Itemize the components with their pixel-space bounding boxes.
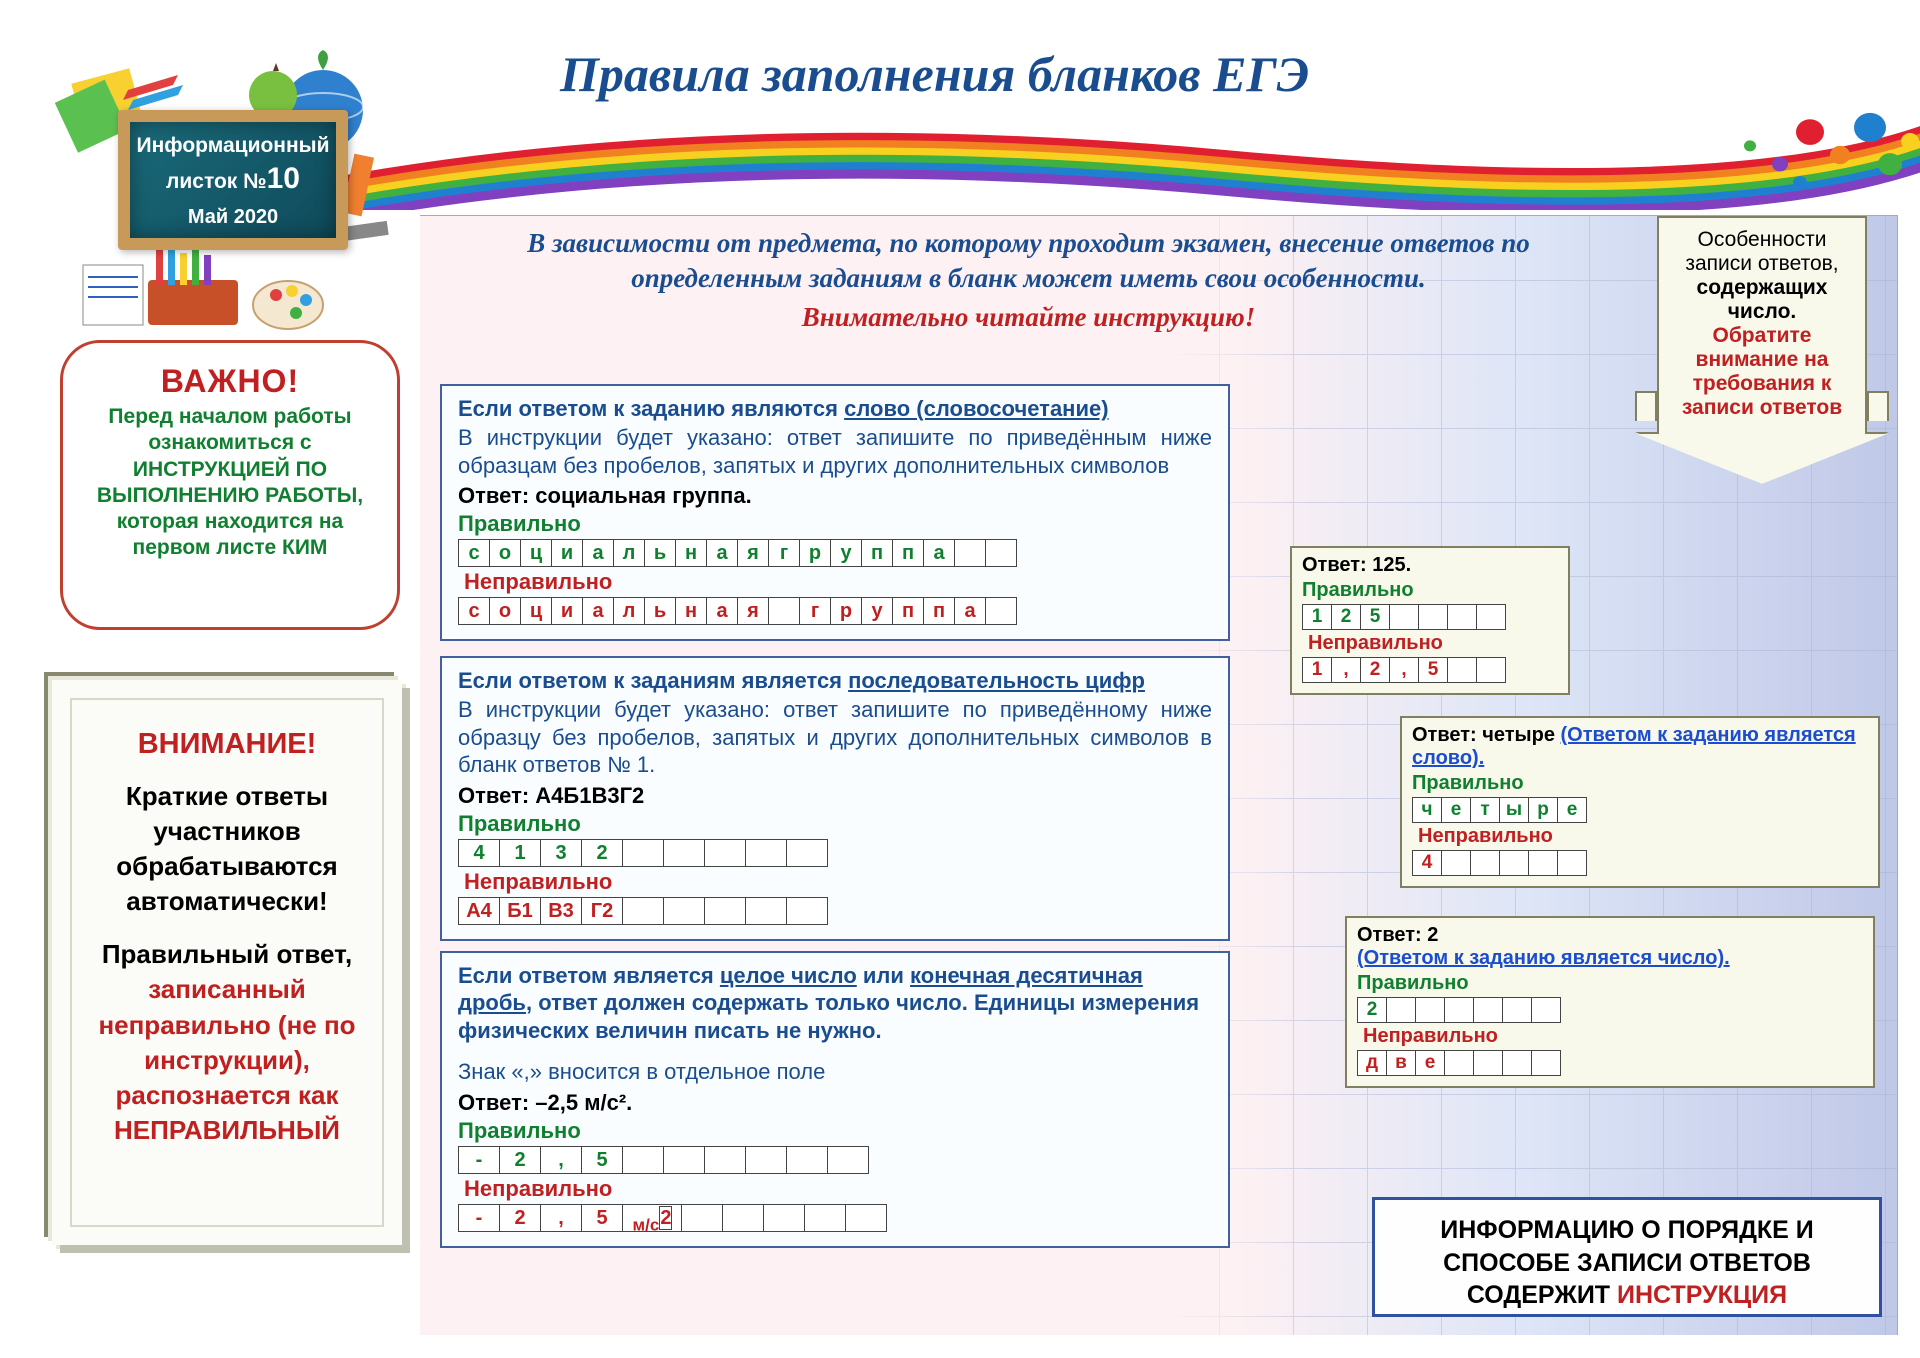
rule1-answer: Ответ: социальная группа. [458,483,1212,509]
important-heading: ВАЖНО! [78,363,382,400]
board-area: Информационный листок №10 Май 2020 [28,35,418,315]
rule2-head: Если ответом к заданиям является последо… [458,668,1212,694]
rule2-ok-label: Правильно [458,811,1212,837]
ex3-ok-label: Правильно [1357,972,1863,995]
info-box: ИНФОРМАЦИЮ О ПОРЯДКЕ И СПОСОБЕ ЗАПИСИ ОТ… [1372,1197,1882,1317]
ex3-cells-bad: две [1357,1050,1863,1076]
rule1-body: В инструкции будет указано: ответ запиши… [458,424,1212,479]
arrow-callout: Особенности записи ответов, содержащих ч… [1637,216,1887,466]
ex3-link: (Ответом к заданию является число). [1357,947,1863,970]
rule-card-sequence: Если ответом к заданиям является последо… [440,656,1230,941]
rule2-cells-ok: 4132 [458,839,1212,867]
example-card-125: Ответ: 125. Правильно 125 Неправильно 1,… [1290,546,1570,695]
rule1-ok-label: Правильно [458,511,1212,537]
ex1-ok-label: Правильно [1302,579,1558,602]
rule-card-number: Если ответом является целое число или ко… [440,951,1230,1248]
info-red: ИНСТРУКЦИЯ [1617,1281,1787,1309]
rule3-cells-bad: -2,5м/с2 [458,1204,1212,1232]
rule2-bad-label: Неправильно [464,869,1212,895]
page-title: Правила заполнения бланков ЕГЭ [560,45,1309,103]
attention-box: ВНИМАНИЕ! Краткие ответы участников обра… [52,680,402,1245]
chalkboard: Информационный листок №10 Май 2020 [118,110,348,250]
rule3-head: Если ответом является целое число или ко… [458,963,1212,1044]
attention-p2: Правильный ответ, записанный неправильно… [88,937,366,1148]
main-content-area: В зависимости от предмета, по которому п… [420,215,1898,1335]
rule3-answer: Ответ: –2,5 м/с². [458,1090,1212,1116]
ex1-cells-ok: 125 [1302,604,1558,630]
arrow-line3: Обратите внимание на требования к записи… [1682,324,1842,419]
ex3-answer: Ответ: 2 [1357,924,1863,947]
ex1-bad-label: Неправильно [1308,632,1558,655]
rule1-bad-label: Неправильно [464,569,1212,595]
board-line2: листок №10 [130,162,336,196]
ex3-cells-ok: 2 [1357,997,1863,1023]
board-line1: Информационный [130,134,336,158]
rule1-cells-ok: социальнаягруппа [458,539,1212,567]
important-box: ВАЖНО! Перед началом работы ознакомиться… [60,340,400,630]
ex3-bad-label: Неправильно [1363,1025,1863,1048]
ex2-cells-ok: четыре [1412,797,1868,823]
example-card-two: Ответ: 2 (Ответом к заданию является чис… [1345,916,1875,1088]
rule3-ok-label: Правильно [458,1118,1212,1144]
ex1-answer: Ответ: 125. [1302,554,1558,577]
rule3-note: Знак «,» вносится в отдельное поле [458,1058,1212,1086]
ex2-ok-label: Правильно [1412,772,1868,795]
rule1-head: Если ответом к заданию являются слово (с… [458,396,1212,422]
rainbow-decoration [330,100,1920,210]
rule2-answer: Ответ: А4Б1В3Г2 [458,783,1212,809]
ex1-cells-bad: 1,2,5 [1302,657,1558,683]
rule2-cells-bad: А4Б1В3Г2 [458,897,1212,925]
attention-p1: Краткие ответы участников обрабатываются… [88,779,366,919]
ex2-answer: Ответ: четыре (Ответом к заданию являетс… [1412,724,1868,770]
ex2-cells-bad: 4 [1412,850,1868,876]
attention-heading: ВНИМАНИЕ! [88,728,366,761]
rule3-bad-label: Неправильно [464,1176,1212,1202]
arrow-line2: содержащих число. [1697,276,1828,323]
rule2-body: В инструкции будет указано: ответ запиши… [458,696,1212,779]
rule-card-word: Если ответом к заданию являются слово (с… [440,384,1230,641]
important-text: Перед началом работы ознакомиться с ИНСТ… [78,404,382,562]
rule3-cells-ok: -2,5 [458,1146,1212,1174]
ex2-bad-label: Неправильно [1418,825,1868,848]
rule1-cells-bad: социальнаягруппа [458,597,1212,625]
arrow-line1: Особенности записи ответов, [1685,228,1838,275]
board-date: Май 2020 [130,206,336,229]
example-card-four: Ответ: четыре (Ответом к заданию являетс… [1400,716,1880,888]
